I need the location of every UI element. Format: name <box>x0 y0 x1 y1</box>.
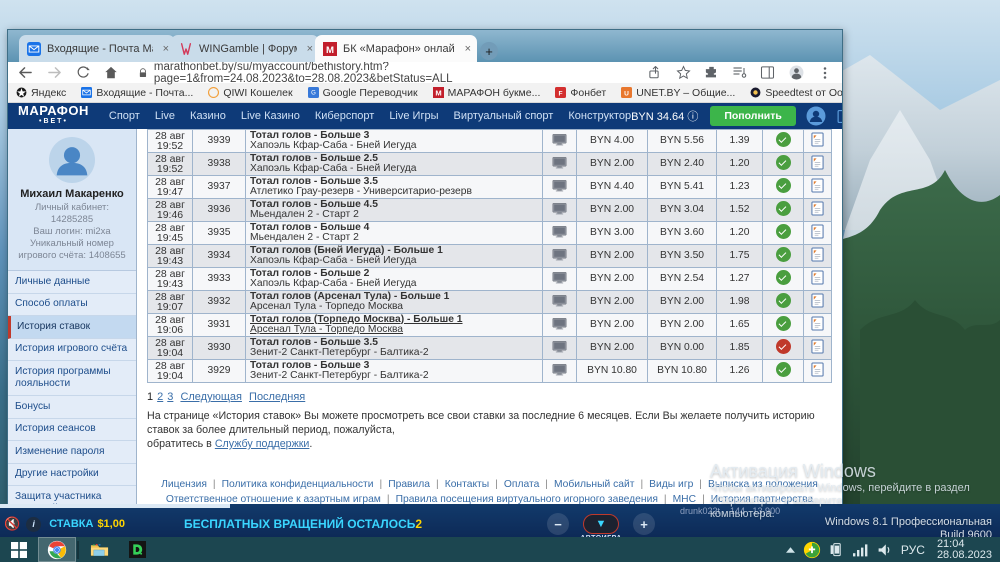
svg-text:M: M <box>326 44 334 55</box>
svg-text:G: G <box>311 91 316 97</box>
svg-text:M: M <box>435 89 441 98</box>
svg-text:F: F <box>559 90 563 97</box>
svg-text:U: U <box>624 90 629 97</box>
